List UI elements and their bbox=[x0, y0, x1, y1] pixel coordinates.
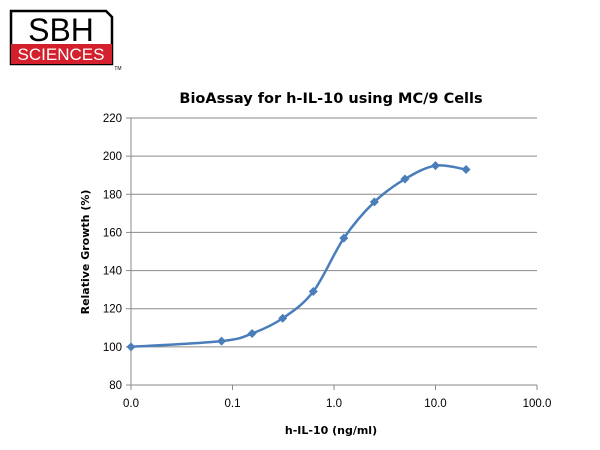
logo-tm: TM bbox=[114, 66, 121, 72]
logo-sciences: SCIENCES bbox=[18, 45, 105, 64]
axes bbox=[126, 117, 538, 390]
data-point-marker bbox=[369, 197, 379, 207]
x-tick-label: 1.0 bbox=[326, 398, 342, 410]
gridlines bbox=[131, 117, 537, 348]
y-axis-label: Relative Growth (%) bbox=[79, 190, 92, 315]
data-point-marker bbox=[461, 164, 471, 174]
data-point-marker bbox=[217, 336, 227, 346]
logo-red-band bbox=[11, 44, 112, 64]
y-tick-label: 180 bbox=[103, 189, 122, 201]
data-point-marker bbox=[431, 161, 440, 171]
y-tick-label: 220 bbox=[103, 113, 122, 125]
logo-sbh: SBH bbox=[28, 12, 94, 48]
y-tick-label: 80 bbox=[109, 380, 122, 392]
x-tick-label: 0.0 bbox=[123, 398, 139, 410]
y-tick-label: 120 bbox=[103, 304, 122, 316]
data-markers bbox=[126, 161, 471, 352]
y-tick-label: 200 bbox=[103, 151, 122, 163]
y-tick-label: 160 bbox=[103, 227, 122, 239]
data-point-marker bbox=[247, 329, 257, 339]
data-point-marker bbox=[278, 313, 288, 323]
sbh-sciences-logo: SBH SCIENCES TM bbox=[9, 9, 122, 72]
x-tick-label: 10.0 bbox=[424, 398, 446, 410]
series-line bbox=[130, 164, 467, 349]
y-tick-label: 100 bbox=[103, 342, 122, 354]
data-point-marker bbox=[339, 233, 349, 243]
x-tick-label: 0.1 bbox=[225, 398, 241, 410]
x-tick-labels: 0.0 0.1 1.0 10.0 100.0 bbox=[123, 398, 551, 410]
data-point-marker bbox=[400, 174, 410, 184]
chart-title: BioAssay for h-IL-10 using MC/9 Cells bbox=[179, 91, 482, 107]
x-tick-label: 100.0 bbox=[523, 398, 552, 410]
data-point-marker bbox=[308, 287, 318, 297]
data-point-marker bbox=[126, 342, 136, 352]
y-tick-labels: 80 100 120 140 160 180 200 220 bbox=[103, 113, 122, 392]
y-tick-label: 140 bbox=[103, 266, 122, 278]
x-axis-label: h-IL-10 (ng/ml) bbox=[285, 424, 377, 437]
